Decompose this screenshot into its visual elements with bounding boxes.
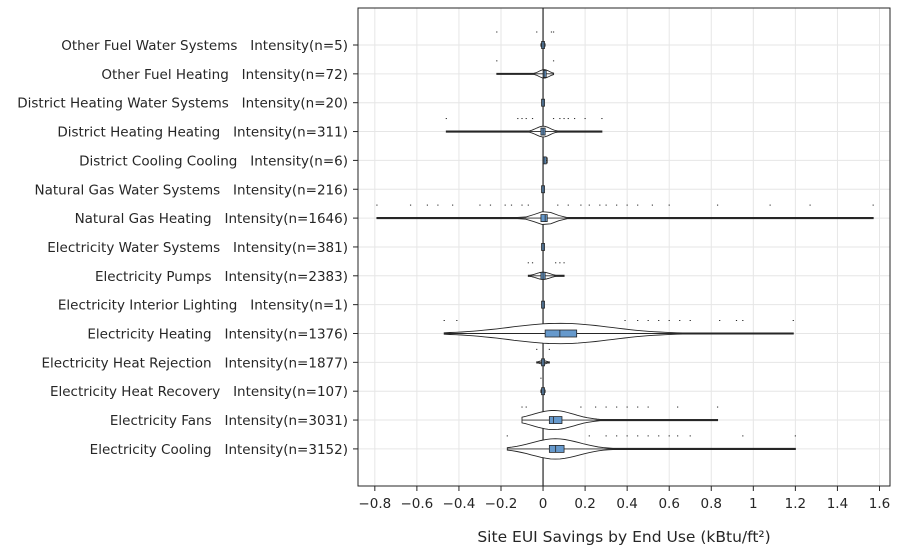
x-tick-label: −0.2	[485, 496, 518, 512]
y-tick-label: Other Fuel Water Systems Intensity(n=5)	[61, 38, 348, 54]
violin-marks	[376, 8, 874, 486]
y-tick-label: Electricity Pumps Intensity(n=2383)	[95, 269, 348, 285]
y-tick-label: Natural Gas Water Systems Intensity(n=21…	[34, 182, 348, 198]
x-tick-label: −0.6	[400, 496, 433, 512]
x-tick-label: 1	[749, 496, 758, 512]
iqr-box	[542, 69, 547, 78]
iqr-box	[542, 156, 547, 165]
y-tick-label: Electricity Fans Intensity(n=3031)	[110, 413, 348, 429]
y-tick-label: District Heating Heating Intensity(n=311…	[57, 125, 348, 141]
x-tick-label: 1.2	[785, 496, 806, 512]
x-tick-label: −0.8	[358, 496, 391, 512]
x-tick-label: 1.4	[827, 496, 848, 512]
y-tick-label: Electricity Heating Intensity(n=1376)	[87, 327, 348, 343]
y-tick-label: Electricity Heat Rejection Intensity(n=1…	[42, 355, 348, 371]
x-axis: −0.8 −0.6 −0.4 −0.2 0 0.2 0.4 0.6 0.8 1 1.2 1.4 1.6	[358, 486, 890, 512]
x-tick-label: 0	[539, 496, 548, 512]
x-tick-label: −0.4	[443, 496, 476, 512]
grid-lines	[358, 8, 890, 486]
y-tick-label: District Cooling Cooling Intensity(n=6)	[79, 153, 348, 169]
iqr-box	[540, 214, 548, 223]
x-tick-label: 1.6	[869, 496, 890, 512]
y-tick-label: Electricity Heat Recovery Intensity(n=10…	[50, 384, 348, 400]
iqr-box	[548, 416, 563, 424]
y-axis: Other Fuel Water Systems Intensity(n=5) O…	[17, 38, 358, 458]
x-tick-label: 0.2	[574, 496, 595, 512]
x-tick-label: 0.6	[658, 496, 679, 512]
y-tick-label: District Heating Water Systems Intensity…	[17, 96, 348, 112]
iqr-box	[548, 444, 565, 453]
y-tick-label: Other Fuel Heating Intensity(n=72)	[101, 67, 348, 83]
x-axis-label: Site EUI Savings by End Use (kBtu/ft²)	[477, 528, 770, 546]
y-tick-label: Electricity Water Systems Intensity(n=38…	[47, 240, 348, 256]
iqr-box	[544, 329, 578, 338]
y-tick-label: Electricity Interior Lighting Intensity(…	[58, 298, 348, 314]
y-tick-label: Electricity Cooling Intensity(n=3152)	[90, 442, 348, 458]
y-tick-label: Natural Gas Heating Intensity(n=1646)	[75, 211, 348, 227]
x-tick-label: 0.8	[701, 496, 722, 512]
x-tick-label: 0.4	[616, 496, 637, 512]
